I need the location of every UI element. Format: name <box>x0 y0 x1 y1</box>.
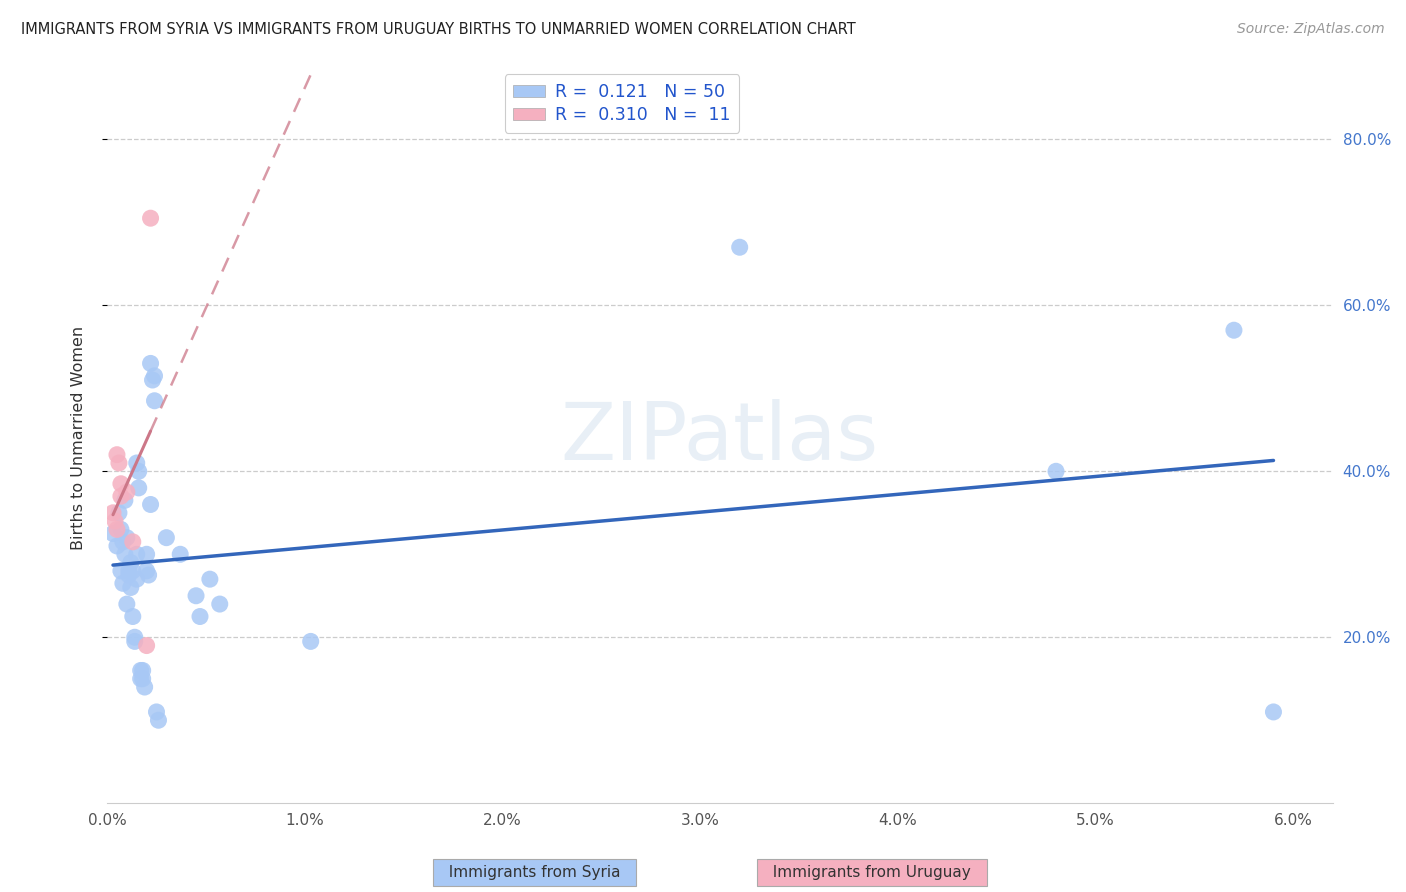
Point <box>104 514 127 528</box>
Point <box>124 634 146 648</box>
Point <box>114 493 136 508</box>
Text: ZIPatlas: ZIPatlas <box>561 399 879 477</box>
Point <box>188 609 211 624</box>
Point <box>101 526 124 541</box>
Legend: R =  0.121   N = 50, R =  0.310   N =  11: R = 0.121 N = 50, R = 0.310 N = 11 <box>505 74 740 133</box>
Point <box>105 522 128 536</box>
Point <box>129 672 152 686</box>
Point <box>1045 464 1067 478</box>
Point <box>124 630 146 644</box>
Point <box>134 680 156 694</box>
Text: Immigrants from Uruguay: Immigrants from Uruguay <box>763 865 980 880</box>
Point <box>110 489 132 503</box>
Point <box>135 639 157 653</box>
Point <box>728 240 751 254</box>
Text: Source: ZipAtlas.com: Source: ZipAtlas.com <box>1237 22 1385 37</box>
Point <box>125 547 148 561</box>
Point <box>129 664 152 678</box>
Point <box>115 597 138 611</box>
Point <box>114 547 136 561</box>
Point <box>198 572 221 586</box>
Point <box>143 393 166 408</box>
Point <box>1263 705 1285 719</box>
Point <box>138 568 160 582</box>
Point <box>184 589 207 603</box>
Point <box>139 498 162 512</box>
Point <box>120 581 142 595</box>
Point <box>141 373 163 387</box>
Point <box>120 556 142 570</box>
Point <box>128 464 150 478</box>
Point <box>155 531 177 545</box>
Point <box>139 356 162 370</box>
Point <box>128 481 150 495</box>
Point <box>145 705 167 719</box>
Point <box>101 506 124 520</box>
Point <box>148 713 170 727</box>
Point <box>121 564 143 578</box>
Point <box>135 564 157 578</box>
Point <box>131 664 153 678</box>
Point <box>110 522 132 536</box>
Y-axis label: Births to Unmarried Women: Births to Unmarried Women <box>72 326 86 550</box>
Point <box>105 539 128 553</box>
Point <box>111 576 134 591</box>
Point <box>118 568 141 582</box>
Text: IMMIGRANTS FROM SYRIA VS IMMIGRANTS FROM URUGUAY BIRTHS TO UNMARRIED WOMEN CORRE: IMMIGRANTS FROM SYRIA VS IMMIGRANTS FROM… <box>21 22 856 37</box>
Point <box>131 672 153 686</box>
Point <box>139 211 162 226</box>
Text: Immigrants from Syria: Immigrants from Syria <box>439 865 630 880</box>
Point <box>125 572 148 586</box>
Point <box>118 564 141 578</box>
Point <box>135 547 157 561</box>
Point <box>111 534 134 549</box>
Point <box>110 564 132 578</box>
Point <box>110 476 132 491</box>
Point <box>121 609 143 624</box>
Point <box>105 448 128 462</box>
Point <box>1223 323 1246 337</box>
Point <box>143 368 166 383</box>
Point <box>121 534 143 549</box>
Point <box>169 547 191 561</box>
Point <box>299 634 322 648</box>
Point <box>125 456 148 470</box>
Point <box>115 531 138 545</box>
Point <box>115 485 138 500</box>
Point <box>108 506 131 520</box>
Point <box>208 597 231 611</box>
Point <box>108 456 131 470</box>
